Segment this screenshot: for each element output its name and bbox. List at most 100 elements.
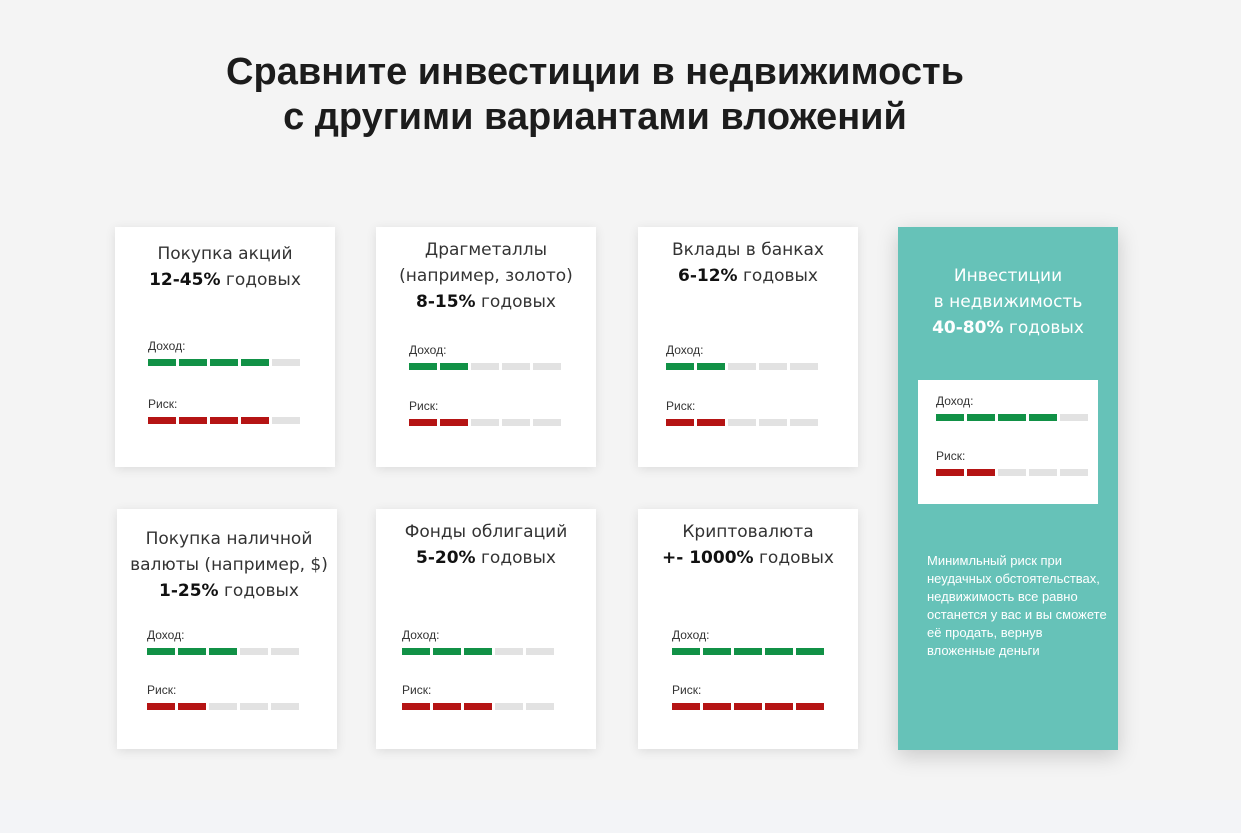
option-rate: 6-12% годовых xyxy=(678,266,818,286)
risk-bar xyxy=(936,469,1096,476)
risk-segment-3 xyxy=(210,417,238,424)
featured-name-line-1: Инвестиции xyxy=(953,266,1063,286)
income-segment-4 xyxy=(240,648,268,655)
option-name: Вклады в банках xyxy=(672,240,824,260)
income-bar xyxy=(148,359,308,366)
risk-bar xyxy=(147,703,307,710)
risk-segment-3 xyxy=(734,703,762,710)
risk-segment-3 xyxy=(464,703,492,710)
income-label: Доход: xyxy=(148,339,186,353)
option-rate: 8-15% годовых xyxy=(416,292,556,312)
income-segment-4 xyxy=(241,359,269,366)
income-segment-1 xyxy=(402,648,430,655)
card-header: Драгметаллы (например, золото) 8-15% год… xyxy=(386,237,586,315)
rate-value: 1-25% xyxy=(159,581,219,601)
income-label: Доход: xyxy=(672,628,710,642)
income-segment-3 xyxy=(210,359,238,366)
income-segment-3 xyxy=(734,648,762,655)
featured-name-line-2: в недвижимость xyxy=(933,292,1083,312)
risk-bar xyxy=(402,703,562,710)
risk-segment-3 xyxy=(728,419,756,426)
risk-bar xyxy=(666,419,826,426)
risk-segment-1 xyxy=(148,417,176,424)
page-title: Сравните инвестиции в недвижимость с дру… xyxy=(0,50,1190,140)
risk-meter: Риск: xyxy=(666,399,826,426)
risk-meter: Риск: xyxy=(409,399,569,426)
risk-segment-5 xyxy=(271,703,299,710)
income-label: Доход: xyxy=(147,628,185,642)
risk-label: Риск: xyxy=(147,683,177,697)
page-title-line-2: с другими вариантами вложений xyxy=(283,96,907,138)
income-segment-1 xyxy=(666,363,694,370)
option-name: Фонды облигаций xyxy=(404,522,568,542)
risk-segment-2 xyxy=(440,419,468,426)
risk-segment-4 xyxy=(1029,469,1057,476)
income-segment-2 xyxy=(179,359,207,366)
risk-bar xyxy=(672,703,832,710)
option-rate: 40-80% годовых xyxy=(932,318,1084,338)
income-bar xyxy=(402,648,562,655)
card-header: Покупка акций 12-45% годовых xyxy=(115,241,335,293)
income-segment-5 xyxy=(1060,414,1088,421)
rate-unit: годовых xyxy=(753,548,834,568)
footer-band xyxy=(0,800,1241,833)
risk-segment-2 xyxy=(179,417,207,424)
option-rate: +- 1000% годовых xyxy=(662,548,834,568)
income-segment-5 xyxy=(796,648,824,655)
risk-segment-4 xyxy=(765,703,793,710)
risk-segment-5 xyxy=(526,703,554,710)
income-bar xyxy=(672,648,832,655)
option-card-metals: Драгметаллы (например, золото) 8-15% год… xyxy=(376,227,596,467)
rate-value: 40-80% xyxy=(932,318,1004,338)
risk-segment-4 xyxy=(759,419,787,426)
risk-segment-5 xyxy=(1060,469,1088,476)
income-segment-2 xyxy=(178,648,206,655)
risk-meter: Риск: xyxy=(148,397,308,424)
income-segment-1 xyxy=(936,414,964,421)
income-segment-2 xyxy=(433,648,461,655)
income-meter: Доход: xyxy=(148,339,308,366)
featured-meter-panel: Доход: Риск: xyxy=(918,380,1098,504)
rate-value: 5-20% xyxy=(416,548,476,568)
risk-label: Риск: xyxy=(148,397,178,411)
income-segment-1 xyxy=(672,648,700,655)
risk-segment-5 xyxy=(533,419,561,426)
risk-segment-1 xyxy=(672,703,700,710)
income-segment-4 xyxy=(495,648,523,655)
rate-unit: годовых xyxy=(475,548,556,568)
income-segment-5 xyxy=(533,363,561,370)
income-label: Доход: xyxy=(666,343,704,357)
income-segment-3 xyxy=(464,648,492,655)
income-meter: Доход: xyxy=(666,343,826,370)
risk-segment-2 xyxy=(178,703,206,710)
risk-segment-2 xyxy=(433,703,461,710)
risk-segment-1 xyxy=(936,469,964,476)
income-segment-2 xyxy=(967,414,995,421)
rate-unit: годовых xyxy=(218,581,299,601)
income-segment-2 xyxy=(440,363,468,370)
income-label: Доход: xyxy=(936,394,974,408)
featured-card-real-estate: Инвестиции в недвижимость 40-80% годовых… xyxy=(898,227,1118,750)
option-card-crypto: Криптовалюта +- 1000% годовых Доход: Рис… xyxy=(638,509,858,749)
income-bar xyxy=(936,414,1096,421)
risk-segment-2 xyxy=(703,703,731,710)
income-segment-4 xyxy=(502,363,530,370)
option-name: Криптовалюта xyxy=(682,522,814,542)
risk-segment-4 xyxy=(241,417,269,424)
risk-label: Риск: xyxy=(402,683,432,697)
risk-segment-1 xyxy=(402,703,430,710)
risk-segment-4 xyxy=(502,419,530,426)
risk-label: Риск: xyxy=(672,683,702,697)
card-header: Вклады в банках 6-12% годовых xyxy=(638,237,858,289)
income-label: Доход: xyxy=(402,628,440,642)
rate-value: 12-45% xyxy=(149,270,221,290)
rate-unit: годовых xyxy=(220,270,301,290)
income-segment-4 xyxy=(1029,414,1057,421)
risk-label: Риск: xyxy=(409,399,439,413)
risk-segment-3 xyxy=(471,419,499,426)
risk-segment-2 xyxy=(697,419,725,426)
risk-bar xyxy=(148,417,308,424)
risk-meter: Риск: xyxy=(402,683,562,710)
option-name: Покупка наличной валюты (например, $) xyxy=(130,529,328,575)
income-bar xyxy=(666,363,826,370)
